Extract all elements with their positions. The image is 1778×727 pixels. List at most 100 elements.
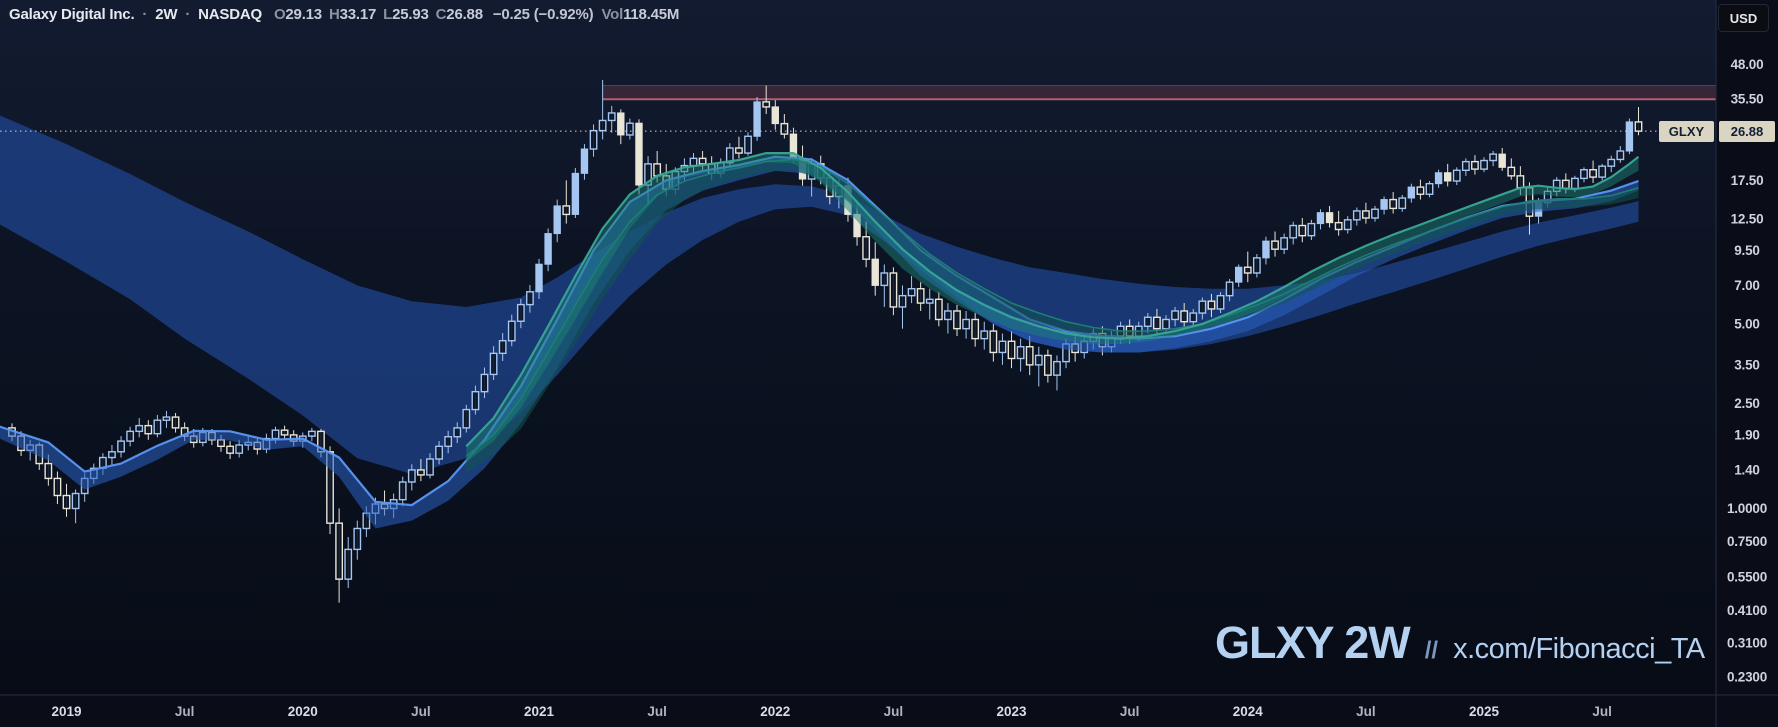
candle[interactable] xyxy=(1053,355,1061,391)
candle[interactable] xyxy=(353,520,362,560)
candle[interactable] xyxy=(62,483,71,517)
candle[interactable] xyxy=(753,97,761,141)
candle[interactable] xyxy=(1289,221,1298,245)
candle[interactable] xyxy=(1452,167,1461,186)
candle[interactable] xyxy=(1498,148,1506,171)
candle[interactable] xyxy=(1034,346,1043,387)
candle[interactable] xyxy=(1434,169,1443,188)
candle[interactable] xyxy=(1252,254,1261,278)
candle[interactable] xyxy=(871,242,879,296)
candle[interactable] xyxy=(153,415,162,438)
candle[interactable] xyxy=(117,436,125,458)
candle[interactable] xyxy=(925,288,934,320)
candle[interactable] xyxy=(1298,218,1307,243)
candle[interactable] xyxy=(307,427,316,442)
candle[interactable] xyxy=(553,199,561,243)
candle[interactable] xyxy=(944,303,952,334)
candle[interactable] xyxy=(1198,297,1207,320)
candle[interactable] xyxy=(762,85,771,115)
candle[interactable] xyxy=(1507,158,1516,180)
candle[interactable] xyxy=(1143,313,1152,334)
candle[interactable] xyxy=(398,476,407,507)
candle[interactable] xyxy=(916,282,925,311)
candle[interactable] xyxy=(480,367,489,399)
candle[interactable] xyxy=(498,333,507,362)
candle[interactable] xyxy=(980,321,989,350)
candle[interactable] xyxy=(907,275,916,304)
candle[interactable] xyxy=(1180,303,1189,329)
candle[interactable] xyxy=(507,314,516,347)
candle[interactable] xyxy=(1307,219,1316,241)
candle[interactable] xyxy=(435,441,443,465)
candle[interactable] xyxy=(1334,210,1343,236)
candle[interactable] xyxy=(1380,196,1388,215)
candle[interactable] xyxy=(516,298,525,329)
candle[interactable] xyxy=(1007,331,1016,369)
candle[interactable] xyxy=(544,228,552,272)
candle[interactable] xyxy=(1580,167,1588,183)
candle[interactable] xyxy=(1189,308,1198,327)
candle[interactable] xyxy=(607,105,616,133)
candle[interactable] xyxy=(1280,233,1289,255)
candle[interactable] xyxy=(53,471,62,505)
candle[interactable] xyxy=(144,420,153,440)
candle[interactable] xyxy=(162,411,171,428)
symbol-title[interactable]: Galaxy Digital Inc. xyxy=(9,6,135,23)
candle[interactable] xyxy=(898,285,907,329)
candle[interactable] xyxy=(1271,231,1279,257)
candle[interactable] xyxy=(1489,151,1498,167)
candle[interactable] xyxy=(126,426,135,447)
candle[interactable] xyxy=(226,441,234,459)
candle[interactable] xyxy=(971,313,980,347)
candle[interactable] xyxy=(1625,118,1634,155)
candle[interactable] xyxy=(344,536,353,588)
candle[interactable] xyxy=(1598,163,1607,181)
candle[interactable] xyxy=(1343,216,1352,234)
candle[interactable] xyxy=(489,346,498,380)
candle[interactable] xyxy=(580,144,589,180)
candle[interactable] xyxy=(1362,202,1370,224)
candle[interactable] xyxy=(1262,236,1270,265)
candle[interactable] xyxy=(962,310,970,339)
candle[interactable] xyxy=(617,109,625,145)
candle[interactable] xyxy=(735,136,743,159)
candle[interactable] xyxy=(1043,349,1052,383)
candle[interactable] xyxy=(444,430,453,454)
candle[interactable] xyxy=(1480,157,1488,173)
candle[interactable] xyxy=(407,464,416,491)
last-price-axis-badge[interactable]: 26.88 xyxy=(1719,121,1775,142)
candle[interactable] xyxy=(1243,251,1252,283)
candle[interactable] xyxy=(535,258,543,299)
candle[interactable] xyxy=(625,118,634,140)
candle[interactable] xyxy=(1234,264,1243,288)
candle[interactable] xyxy=(1016,338,1025,372)
candle[interactable] xyxy=(453,422,462,444)
candle[interactable] xyxy=(426,453,434,479)
candle[interactable] xyxy=(171,413,180,433)
resistance-zone[interactable] xyxy=(602,85,1716,100)
candle[interactable] xyxy=(1025,336,1034,376)
candle[interactable] xyxy=(1171,306,1179,327)
candle[interactable] xyxy=(889,267,898,316)
candle[interactable] xyxy=(1443,163,1452,187)
interval-label[interactable]: 2W xyxy=(155,6,178,23)
candle[interactable] xyxy=(1207,293,1216,318)
candle[interactable] xyxy=(1216,292,1225,314)
candle[interactable] xyxy=(744,132,752,156)
candle[interactable] xyxy=(998,333,1007,365)
currency-toggle-button[interactable]: USD xyxy=(1718,4,1769,32)
candle[interactable] xyxy=(526,285,534,313)
candle[interactable] xyxy=(1398,194,1407,212)
candle[interactable] xyxy=(1471,155,1479,175)
candle[interactable] xyxy=(635,119,643,195)
candle[interactable] xyxy=(1325,205,1334,228)
candle[interactable] xyxy=(108,444,116,466)
candle[interactable] xyxy=(1389,192,1398,214)
candle[interactable] xyxy=(280,425,289,440)
candle[interactable] xyxy=(598,79,607,140)
candle[interactable] xyxy=(571,167,580,219)
candle[interactable] xyxy=(135,418,144,438)
candle[interactable] xyxy=(780,114,789,139)
candle[interactable] xyxy=(1634,107,1643,136)
